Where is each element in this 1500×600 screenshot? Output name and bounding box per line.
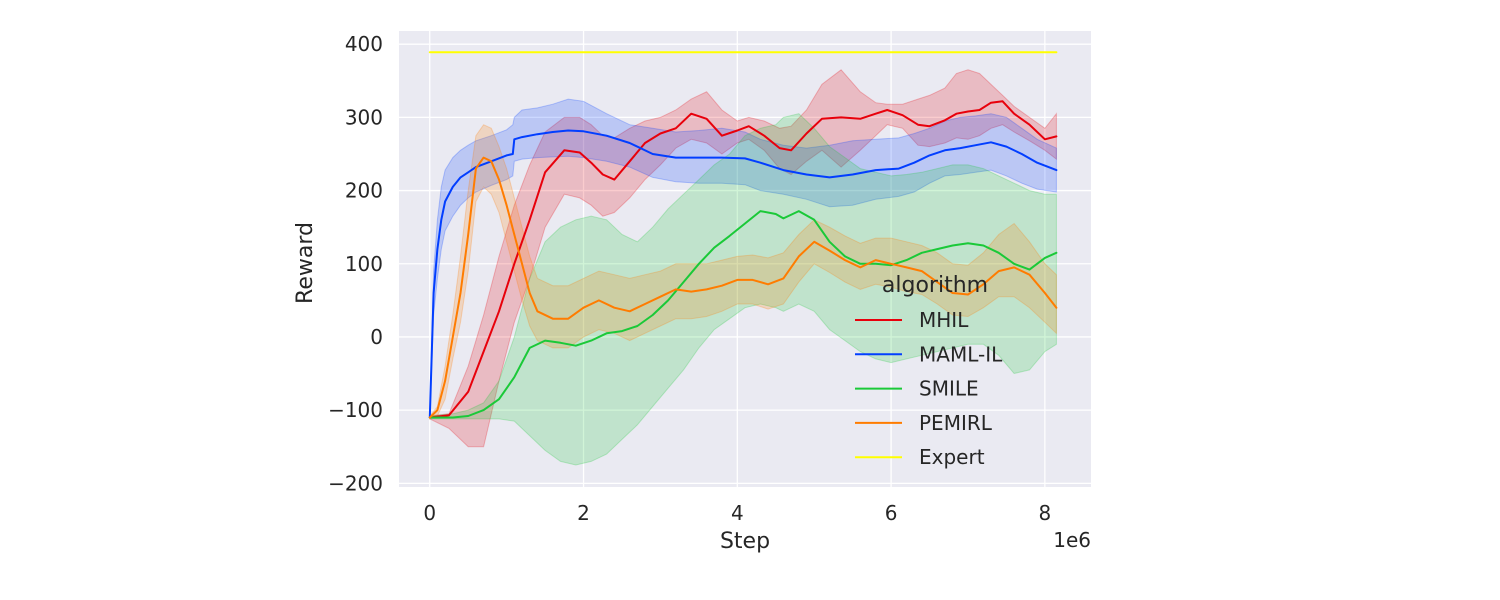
y-axis-label: Reward: [293, 222, 318, 304]
legend-label-smile: SMILE: [919, 377, 979, 401]
y-tick-label: −100: [328, 398, 383, 422]
legend-label-pemirl: PEMIRL: [919, 411, 993, 435]
x-tick-label: 0: [423, 501, 436, 525]
legend-label-maml-il: MAML-IL: [919, 342, 1003, 366]
line-mhil: [428, 100, 1058, 419]
tick-labels: 0 2 4 6 8 −200 −100 0 100 200 300 400: [328, 32, 1051, 525]
confidence-bands: [429, 69, 1057, 466]
line-smile: [428, 210, 1058, 419]
x-axis-offset-text: 1e6: [1053, 528, 1091, 552]
plot-area-background: [399, 31, 1091, 487]
band-pemirl: [429, 124, 1057, 420]
legend-label-expert: Expert: [919, 445, 985, 469]
y-tick-label: 0: [370, 325, 383, 349]
y-tick-label: 300: [345, 105, 383, 129]
x-tick-label: 8: [1038, 501, 1051, 525]
band-mhil: [429, 69, 1057, 448]
x-tick-label: 4: [731, 501, 744, 525]
legend-label-mhil: MHIL: [919, 308, 969, 332]
y-tick-label: 100: [345, 252, 383, 276]
band-smile: [429, 113, 1057, 466]
legend-title: algorithm: [882, 273, 988, 298]
legend: algorithm MHIL MAML-IL SMILE PEMIRL Expert: [855, 273, 1003, 469]
line-pemirl: [428, 156, 1058, 419]
band-maml-il: [429, 98, 1057, 419]
line-maml-il: [428, 129, 1058, 419]
series-lines: [428, 51, 1058, 419]
x-tick-label: 2: [577, 501, 590, 525]
y-tick-label: −200: [328, 471, 383, 495]
y-tick-label: 200: [345, 179, 383, 203]
x-axis-label: Step: [720, 529, 770, 554]
x-tick-label: 6: [885, 501, 898, 525]
y-tick-label: 400: [345, 32, 383, 56]
